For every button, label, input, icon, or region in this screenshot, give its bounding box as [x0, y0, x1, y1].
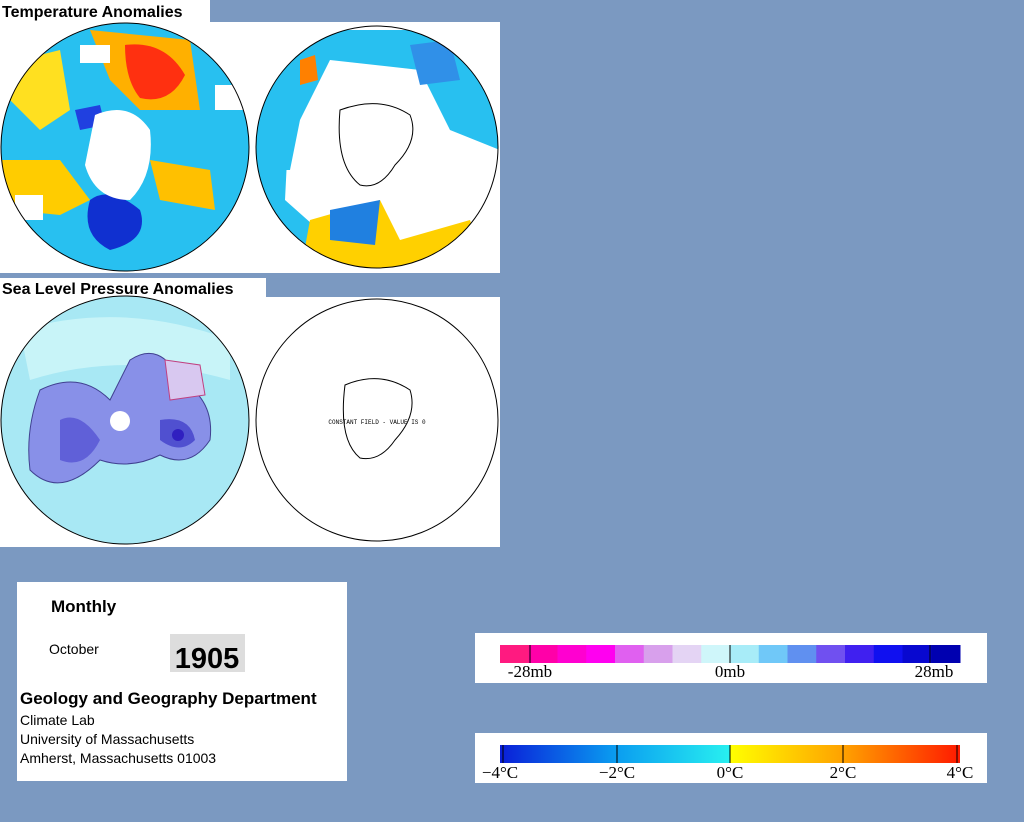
scale-label: 4°C — [947, 763, 974, 782]
info-line: University of Massachusetts — [20, 731, 194, 747]
panel-title: Temperature Anomalies — [2, 4, 183, 21]
colorbar-cell — [902, 645, 932, 663]
scale-label: −2°C — [599, 763, 635, 782]
colorbar-cell — [730, 645, 760, 663]
panel-title: Sea Level Pressure Anomalies — [2, 281, 234, 298]
department: Geology and Geography Department — [20, 689, 317, 708]
title-bg — [0, 0, 210, 22]
colorbar-cell — [672, 645, 702, 663]
antarctica — [342, 378, 413, 460]
colorbar-cell — [701, 645, 731, 663]
colorbar-cell — [931, 645, 961, 663]
map-outline — [255, 298, 499, 542]
colorbar-cell — [586, 645, 616, 663]
scale-label: 28mb — [915, 662, 954, 681]
scale-label: 0mb — [715, 662, 745, 681]
scale-label: -28mb — [508, 662, 552, 681]
map-outline — [0, 295, 250, 545]
year: 1905 — [175, 643, 240, 675]
scale-label: 2°C — [830, 763, 857, 782]
year-bg — [170, 634, 245, 672]
north-pressure-map — [1, 296, 249, 544]
colorbar-cell — [816, 645, 846, 663]
colorbar-cell — [845, 645, 875, 663]
month: October — [49, 641, 99, 657]
scale-label: 0°C — [717, 763, 744, 782]
map-outline — [255, 25, 499, 269]
colorbar-cell — [758, 645, 788, 663]
info-line: Climate Lab — [20, 712, 95, 728]
colorbar-cell — [615, 645, 645, 663]
scale-label: −4°C — [482, 763, 518, 782]
scale-ticks — [502, 745, 958, 763]
pressure-colorbar — [500, 645, 961, 663]
map-outline — [0, 22, 250, 272]
colorbar-cell — [500, 645, 530, 663]
period: Monthly — [51, 597, 117, 616]
info-box — [17, 582, 347, 781]
info-line: Amherst, Massachusetts 01003 — [20, 750, 216, 766]
colorbar-cell — [643, 645, 673, 663]
colorbar-cell — [528, 645, 558, 663]
colorbar-cell — [787, 645, 817, 663]
colorbar-cell — [557, 645, 587, 663]
antarctica — [338, 103, 414, 187]
note: CONSTANT FIELD - VALUE IS 0 — [328, 419, 426, 426]
south-map — [256, 26, 498, 268]
title-bg — [0, 278, 266, 297]
colorbar-cell — [873, 645, 903, 663]
